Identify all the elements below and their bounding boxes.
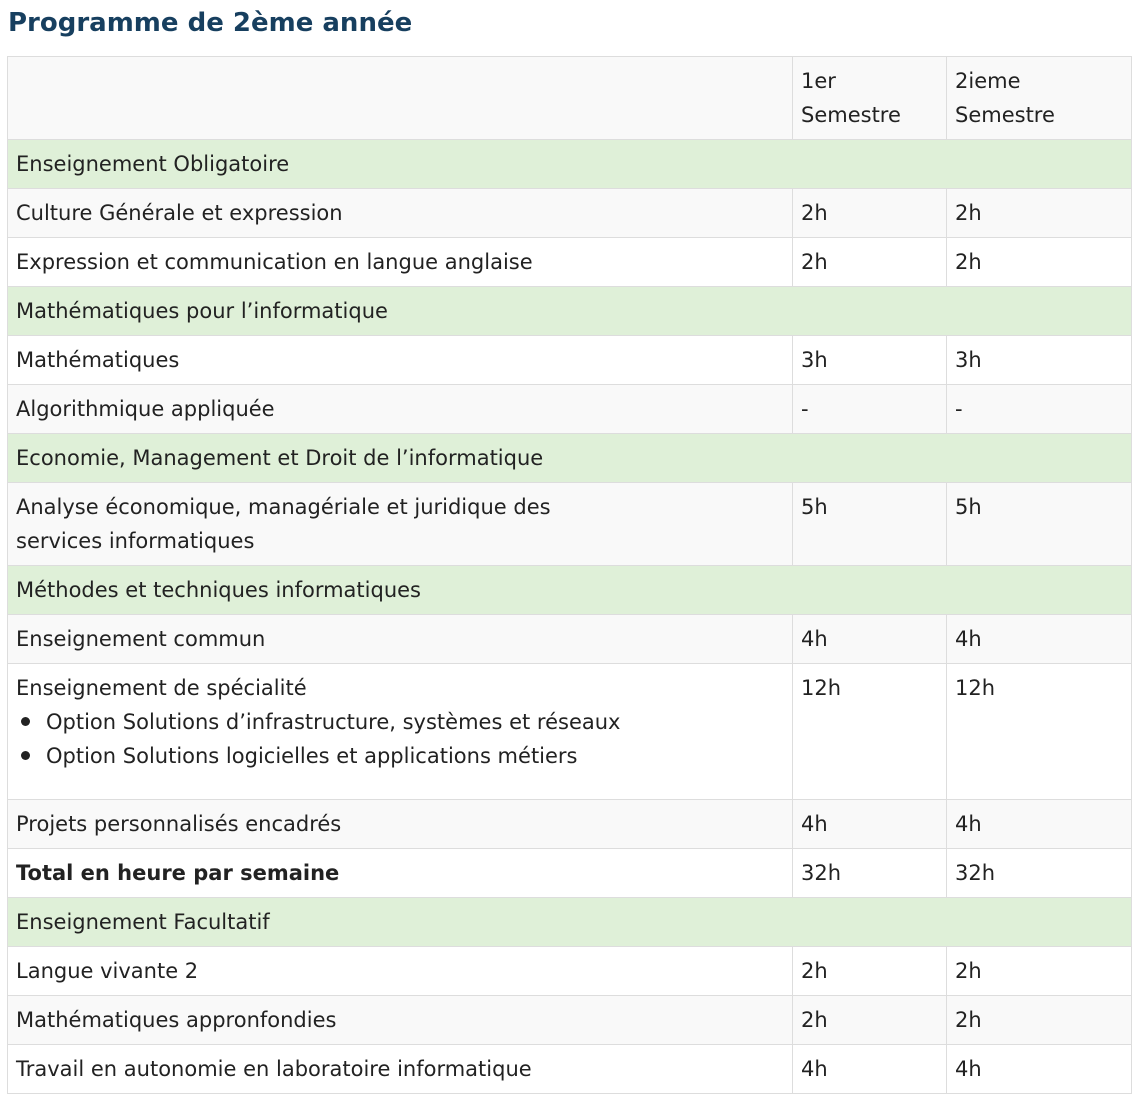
semester-2-hours: 5h [946, 482, 1132, 566]
semester-1-hours: 2h [792, 188, 947, 238]
semester-2-hours: - [946, 384, 1132, 434]
semester-2-hours: 4h [946, 1044, 1132, 1094]
bullet-icon [21, 751, 30, 760]
table-row: Enseignement commun 4h 4h [7, 614, 1132, 664]
header-cell-subject [7, 56, 793, 140]
header-semester-1-line2: Semestre [801, 103, 901, 127]
list-item: Option Solutions logicielles et applicat… [21, 739, 784, 773]
subject-label: Analyse économique, managériale et jurid… [7, 482, 793, 566]
subject-label: Mathématiques appronfondies [7, 995, 793, 1045]
table-row: Culture Générale et expression 2h 2h [7, 188, 1132, 238]
table-row: Analyse économique, managériale et jurid… [7, 482, 1132, 566]
subject-label: Expression et communication en langue an… [7, 237, 793, 287]
total-label: Total en heure par semaine [7, 848, 793, 898]
semester-1-hours: 5h [792, 482, 947, 566]
subject-cell-specialty: Enseignement de spécialité Option Soluti… [7, 663, 793, 800]
subject-label-line1: Analyse économique, managériale et jurid… [16, 495, 551, 519]
table-header-row: 1er Semestre 2ieme Semestre [7, 56, 1132, 140]
header-cell-semester-1: 1er Semestre [792, 56, 947, 140]
semester-1-hours: 4h [792, 614, 947, 664]
subject-label: Enseignement de spécialité [16, 676, 307, 700]
header-semester-1-line1: 1er [801, 69, 836, 93]
semester-1-hours: 2h [792, 237, 947, 287]
section-label: Economie, Management et Droit de l’infor… [7, 433, 793, 483]
table-row: Algorithmique appliquée - - [7, 384, 1132, 434]
section-label: Enseignement Facultatif [7, 897, 793, 947]
option-label: Option Solutions d’infrastructure, systè… [46, 710, 621, 734]
header-cell-semester-2: 2ieme Semestre [946, 56, 1132, 140]
semester-2-hours: 12h [946, 663, 1132, 800]
subject-label: Culture Générale et expression [7, 188, 793, 238]
table-row: Expression et communication en langue an… [7, 237, 1132, 287]
semester-1-hours: 2h [792, 995, 947, 1045]
semester-1-hours: 4h [792, 1044, 947, 1094]
semester-2-hours: 2h [946, 946, 1132, 996]
section-label: Enseignement Obligatoire [7, 139, 793, 189]
semester-2-hours: 2h [946, 237, 1132, 287]
table-row: Langue vivante 2 2h 2h [7, 946, 1132, 996]
subject-label: Langue vivante 2 [7, 946, 793, 996]
semester-1-hours: 2h [792, 946, 947, 996]
subject-label-line2: services informatiques [16, 529, 255, 553]
section-row: Enseignement Obligatoire [7, 139, 1132, 189]
list-item: Option Solutions d’infrastructure, systè… [21, 705, 784, 739]
subject-label: Travail en autonomie en laboratoire info… [7, 1044, 793, 1094]
semester-2-hours: 2h [946, 995, 1132, 1045]
section-label: Méthodes et techniques informatiques [7, 565, 793, 615]
semester-1-hours: 3h [792, 335, 947, 385]
table-row: Mathématiques appronfondies 2h 2h [7, 995, 1132, 1045]
semester-2-hours: 2h [946, 188, 1132, 238]
section-row: Mathématiques pour l’informatique [7, 286, 1132, 336]
subject-label: Projets personnalisés encadrés [7, 799, 793, 849]
option-label: Option Solutions logicielles et applicat… [46, 744, 578, 768]
table-row: Mathématiques 3h 3h [7, 335, 1132, 385]
section-row: Enseignement Facultatif [7, 897, 1132, 947]
subject-label: Enseignement commun [7, 614, 793, 664]
program-table: 1er Semestre 2ieme Semestre Enseignement… [7, 56, 1132, 1094]
section-row: Méthodes et techniques informatiques [7, 565, 1132, 615]
section-label: Mathématiques pour l’informatique [7, 286, 793, 336]
semester-1-total: 32h [792, 848, 947, 898]
table-row: Enseignement de spécialité Option Soluti… [7, 663, 1132, 800]
table-row: Projets personnalisés encadrés 4h 4h [7, 799, 1132, 849]
option-list: Option Solutions d’infrastructure, systè… [16, 705, 784, 792]
page-title: Programme de 2ème année [8, 8, 413, 38]
table-row: Travail en autonomie en laboratoire info… [7, 1044, 1132, 1094]
subject-label: Mathématiques [7, 335, 793, 385]
section-row: Economie, Management et Droit de l’infor… [7, 433, 1132, 483]
header-semester-2-line1: 2ieme [955, 69, 1021, 93]
total-row: Total en heure par semaine 32h 32h [7, 848, 1132, 898]
semester-2-hours: 4h [946, 799, 1132, 849]
semester-1-hours: - [792, 384, 947, 434]
semester-2-hours: 4h [946, 614, 1132, 664]
semester-2-total: 32h [946, 848, 1132, 898]
semester-1-hours: 4h [792, 799, 947, 849]
header-semester-2-line2: Semestre [955, 103, 1055, 127]
bullet-icon [21, 717, 30, 726]
semester-1-hours: 12h [792, 663, 947, 800]
semester-2-hours: 3h [946, 335, 1132, 385]
subject-label: Algorithmique appliquée [7, 384, 793, 434]
